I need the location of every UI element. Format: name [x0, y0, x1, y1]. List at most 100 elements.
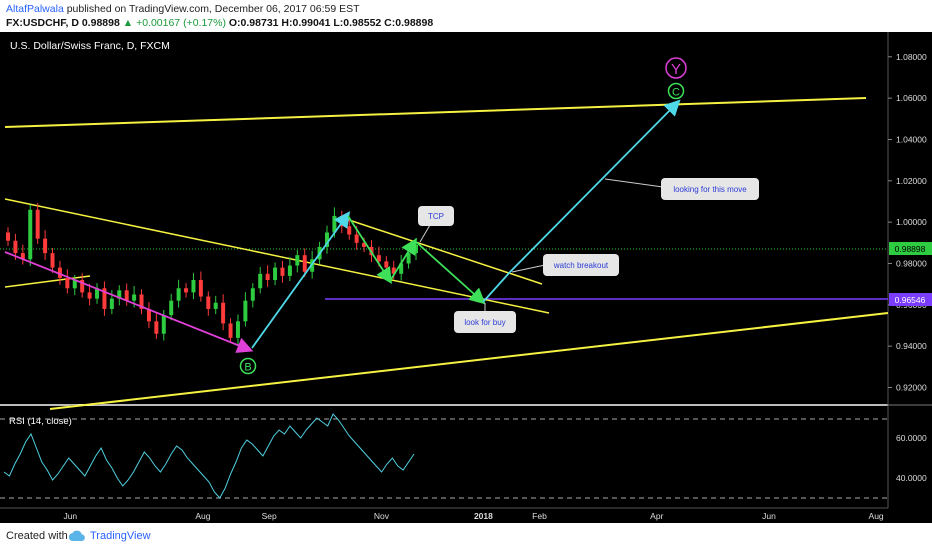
short-support-line[interactable] — [4, 275, 91, 288]
green-down-arrow[interactable] — [347, 215, 392, 285]
candle — [206, 291, 211, 316]
published-text: published on TradingView.com, December 0… — [66, 3, 360, 15]
candle — [87, 283, 92, 306]
rsi-tick-label: 60.0000 — [896, 433, 927, 443]
candle — [198, 271, 203, 302]
publish-line: AltafPalwala published on TradingView.co… — [6, 3, 360, 15]
svg-text:watch breakout: watch breakout — [553, 261, 609, 270]
rsi-pane[interactable] — [0, 406, 888, 508]
candle — [139, 289, 144, 315]
svg-text:TCP: TCP — [428, 212, 444, 221]
descending-line[interactable] — [4, 198, 550, 314]
last-price: 0.98898 — [81, 17, 120, 29]
chart-header: AltafPalwala published on TradingView.co… — [0, 0, 932, 32]
author-link[interactable]: AltafPalwala — [6, 3, 64, 15]
candle — [95, 283, 100, 304]
candle — [176, 279, 181, 308]
cyan-breakout-segment[interactable] — [482, 271, 511, 303]
candle — [280, 260, 285, 283]
price-change: +0.00167 (+0.17%) — [136, 17, 226, 29]
candle — [102, 281, 107, 316]
candle — [50, 247, 55, 273]
candle — [72, 274, 77, 296]
candle — [221, 294, 226, 331]
time-tick-label: Sep — [262, 511, 277, 521]
tradingview-cloud-icon — [68, 530, 85, 542]
wave-label-b[interactable]: B — [239, 357, 257, 375]
candle — [57, 260, 62, 285]
candle — [250, 283, 255, 308]
created-with-text: Created with — [6, 530, 68, 542]
price-tick-label: 0.94000 — [896, 341, 927, 351]
price-tick-label: 1.04000 — [896, 134, 927, 144]
up-arrow-icon: ▲ — [122, 17, 134, 29]
candle — [399, 254, 404, 281]
candle — [265, 265, 270, 287]
price-tick-label: 1.08000 — [896, 52, 927, 62]
candle — [80, 273, 85, 298]
wave-label-y[interactable]: Y — [665, 57, 687, 79]
rsi-label: RSI (14, close) — [9, 416, 72, 427]
arrows — [4, 99, 681, 353]
price-label-support: 0.96546 — [889, 293, 932, 306]
lower-channel-line[interactable] — [49, 312, 889, 410]
chart-canvas[interactable]: U.S. Dollar/Swiss Franc, D, FXCM 1.08000… — [0, 32, 932, 523]
svg-text:C: C — [672, 87, 680, 99]
svg-text:0.98898: 0.98898 — [895, 244, 926, 254]
time-tick-label: Nov — [374, 511, 390, 521]
candle — [191, 273, 196, 300]
price-tick-label: 1.00000 — [896, 217, 927, 227]
candle — [302, 248, 307, 277]
svg-text:Y: Y — [671, 61, 681, 78]
candle — [43, 230, 48, 260]
ohlc-values: O:0.98731 H:0.99041 L:0.98552 C:0.98898 — [228, 17, 434, 29]
candle — [6, 227, 10, 246]
candle — [117, 285, 122, 306]
price-tick-label: 0.98000 — [896, 258, 927, 268]
time-tick-label: 2018 — [474, 511, 493, 521]
svg-text:0.96546: 0.96546 — [895, 295, 926, 305]
price-axis — [888, 32, 932, 523]
candle — [243, 292, 248, 327]
green-up-arrow[interactable] — [389, 237, 417, 282]
candle — [273, 262, 278, 286]
wave-label-c[interactable]: C — [667, 82, 685, 100]
candle — [184, 283, 189, 298]
callout-look-for-buy[interactable]: look for buy — [454, 303, 516, 333]
candle — [228, 318, 233, 344]
chart-title: U.S. Dollar/Swiss Franc, D, FXCM — [10, 40, 170, 52]
cyan-target-arrow[interactable] — [509, 99, 681, 273]
callout-tcp[interactable]: TCP — [418, 206, 454, 243]
green-target-arrow[interactable] — [414, 240, 486, 305]
time-axis — [0, 508, 888, 523]
upper-channel-line[interactable] — [4, 97, 867, 128]
cyan-up-arrow[interactable] — [251, 211, 351, 349]
candle — [169, 293, 174, 321]
rsi-line — [3, 413, 415, 499]
callout-watch-breakout[interactable]: watch breakout — [511, 254, 619, 276]
candle — [35, 202, 40, 244]
candle — [124, 283, 129, 306]
rsi-axis-ticks: 60.0000 40.0000 — [896, 433, 927, 483]
magenta-down-arrow[interactable] — [4, 251, 254, 353]
candle — [20, 244, 25, 265]
time-tick-label: Jun — [63, 511, 77, 521]
candle — [146, 302, 151, 329]
time-tick-label: Aug — [195, 511, 210, 521]
price-tick-label: 1.06000 — [896, 93, 927, 103]
tradingview-link[interactable]: TradingView — [90, 530, 151, 542]
callout-looking-for-move[interactable]: looking for this move — [604, 178, 759, 200]
time-axis-ticks: Jun Aug Sep Nov 2018 Feb Apr Jun Aug — [63, 511, 883, 521]
svg-text:look for buy: look for buy — [464, 318, 505, 327]
candle — [258, 266, 263, 294]
candle — [287, 257, 292, 282]
time-tick-label: Feb — [532, 511, 547, 521]
symbol-label: FX:USDCHF, D — [6, 17, 79, 29]
candle — [65, 269, 70, 294]
candle — [213, 295, 218, 315]
svg-text:B: B — [244, 362, 251, 374]
candle — [154, 312, 159, 339]
candle — [295, 250, 300, 273]
time-tick-label: Apr — [650, 511, 663, 521]
time-tick-label: Aug — [869, 511, 884, 521]
